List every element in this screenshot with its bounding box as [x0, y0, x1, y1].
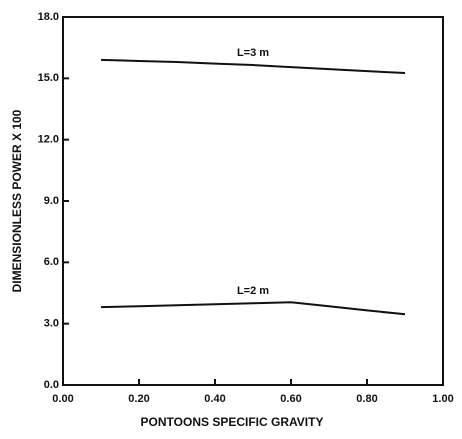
- series-label: L=2 m: [237, 285, 269, 297]
- x-tick-label: 1.00: [432, 393, 453, 405]
- y-axis-title: DIMENSIONLESS POWER X 100: [10, 109, 24, 292]
- y-tick-label: 0.0: [44, 379, 59, 391]
- y-tick-label: 9.0: [44, 195, 59, 207]
- y-tick-label: 6.0: [44, 256, 59, 268]
- y-tick-label: 12.0: [38, 134, 59, 146]
- y-tick-label: 3.0: [44, 318, 59, 330]
- series-line: [100, 58, 406, 75]
- x-tick-label: 0.00: [52, 393, 73, 405]
- x-tick-label: 0.40: [204, 393, 225, 405]
- x-tick-label: 0.60: [280, 393, 301, 405]
- series-line: [100, 301, 406, 316]
- x-tick-label: 0.80: [356, 393, 377, 405]
- y-tick-label: 18.0: [38, 11, 59, 23]
- x-axis-title: PONTOONS SPECIFIC GRAVITY: [141, 415, 324, 429]
- series-label: L=3 m: [237, 47, 269, 59]
- y-tick-label: 15.0: [38, 72, 59, 84]
- x-tick-label: 0.20: [128, 393, 149, 405]
